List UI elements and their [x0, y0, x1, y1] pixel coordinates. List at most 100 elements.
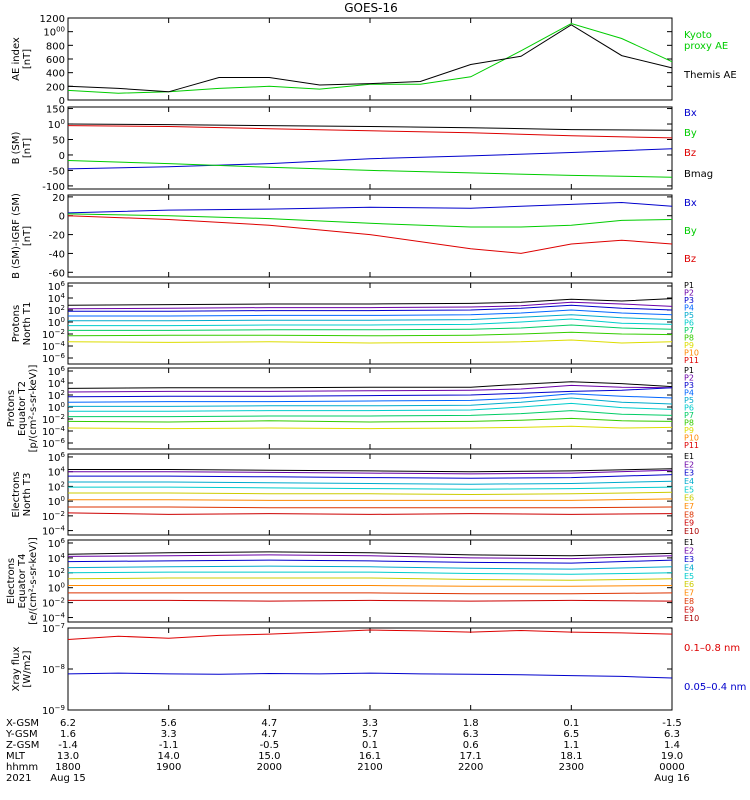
orbit-value: 1.4	[664, 740, 680, 751]
series-label: E8	[684, 510, 694, 519]
y-axis-label: [nT]	[22, 226, 33, 246]
y-tick-label: 1000	[43, 26, 65, 39]
series-line-0-05-0-4-nm	[67, 672, 673, 679]
series-line-by	[67, 160, 673, 178]
series-label: E7	[684, 589, 694, 598]
y-axis-label: Equator T2	[17, 381, 28, 436]
series-label: P3	[684, 296, 694, 305]
series-line-e4	[67, 565, 673, 570]
orbit-value: -0.5	[260, 740, 280, 751]
row-label: hhmm	[6, 762, 38, 773]
row-label: X-GSM	[6, 718, 39, 729]
y-tick-label: 106	[48, 451, 66, 464]
series-line-bx	[67, 201, 673, 214]
orbit-value: 6.3	[463, 729, 479, 740]
x-tick-label: 0000	[659, 762, 684, 773]
series-line-e3	[67, 559, 673, 564]
y-tick-label: 600	[46, 55, 65, 66]
y-axis-label: Equator T4	[17, 554, 28, 609]
y-axis-label: Protons	[11, 305, 22, 342]
orbit-value: -1.1	[159, 740, 179, 751]
series-label: Themis AE	[683, 70, 737, 81]
panel-2: -100 -50 0 50 100 150 B (SM) [nT] Bx By Bz Bmag	[11, 105, 713, 193]
series-line-p9	[67, 425, 673, 430]
x-tick-label: 2100	[357, 762, 382, 773]
series-label: E2	[684, 546, 694, 555]
series-label: 0.05–0.4 nm	[684, 682, 746, 693]
series-line-p6	[68, 318, 673, 327]
series-line-e5	[67, 571, 673, 575]
panel-frame	[67, 453, 673, 536]
series-label: P7	[684, 411, 694, 420]
series-label: proxy AE	[684, 41, 728, 52]
series-label: E7	[684, 502, 694, 511]
series-line-e1	[68, 468, 673, 473]
series-label: E2	[684, 460, 694, 469]
y-axis-label: Protons	[6, 390, 17, 427]
y-tick-label: 0	[59, 212, 65, 223]
orbit-value: 1.6	[60, 729, 76, 740]
y-tick-label: 1200	[40, 14, 65, 25]
y-tick-label: -60	[49, 268, 65, 279]
orbit-value: 17.1	[460, 751, 482, 762]
y-tick-label: 100	[48, 118, 65, 131]
y-axis-label: B (SM)	[11, 131, 22, 164]
series-line-p3	[68, 304, 673, 312]
series-line-bz	[67, 215, 673, 254]
y-tick-label: 50	[52, 135, 65, 146]
y-tick-label: 100	[48, 495, 65, 508]
series-label: Bx	[684, 198, 697, 209]
series-label: P2	[684, 374, 694, 383]
series-line-bz	[67, 125, 673, 139]
y-tick-label: 10−6	[42, 437, 66, 450]
orbit-value: 6.5	[563, 729, 579, 740]
series-line-bx	[67, 148, 673, 170]
series-line-e6	[67, 577, 673, 581]
y-tick-label: -20	[49, 231, 65, 242]
x-tick-label: 2200	[458, 762, 483, 773]
y-tick-label: 106	[48, 537, 66, 550]
orbit-value: 16.1	[359, 751, 381, 762]
series-label: E4	[684, 477, 694, 486]
series-line-p6	[68, 402, 673, 412]
series-label: 0.1–0.8 nm	[684, 643, 740, 654]
orbit-value: 4.7	[261, 729, 277, 740]
series-label: P1	[684, 366, 694, 375]
panel-frame	[67, 282, 673, 365]
y-axis-label: Electrons	[6, 558, 17, 604]
series-label: P4	[684, 304, 694, 313]
series-label: P10	[684, 349, 699, 358]
series-label: E6	[684, 580, 694, 589]
orbit-value: -1.5	[662, 718, 682, 729]
series-line-p4	[68, 309, 673, 317]
series-label: E1	[684, 452, 694, 461]
panel-8: 10−9 10−8 10−7 Xray flux [W/m2] 0.1–0.8 nm 0.0…	[11, 622, 746, 717]
y-axis-label: [nT]	[22, 49, 33, 69]
y-tick-label: 10−4	[42, 525, 66, 538]
series-label: E6	[684, 494, 694, 503]
panel-frame	[67, 17, 673, 101]
panel-frame	[67, 627, 673, 711]
series-line-p2	[67, 384, 673, 393]
orbit-value: 1.8	[463, 718, 479, 729]
y-tick-label: -40	[49, 249, 65, 260]
orbit-value: 15.0	[258, 751, 280, 762]
series-label: Bz	[684, 148, 696, 159]
y-axis-label: [nT]	[22, 138, 33, 158]
panel-frame	[67, 106, 673, 190]
row-label: Y-GSM	[5, 729, 38, 740]
y-tick-label: 10−2	[42, 510, 65, 523]
series-line-themis-ae	[67, 24, 673, 93]
series-line-p2	[67, 301, 673, 310]
series-line-by	[67, 213, 673, 228]
series-label: P6	[684, 404, 694, 413]
orbit-value: 19.0	[661, 751, 683, 762]
y-axis-label: B (SM)-IGRF (SM)	[11, 193, 22, 279]
series-label: P5	[684, 396, 694, 405]
series-line-p7	[68, 410, 673, 418]
y-tick-label: 104	[48, 466, 66, 479]
series-label: E3	[684, 469, 694, 478]
